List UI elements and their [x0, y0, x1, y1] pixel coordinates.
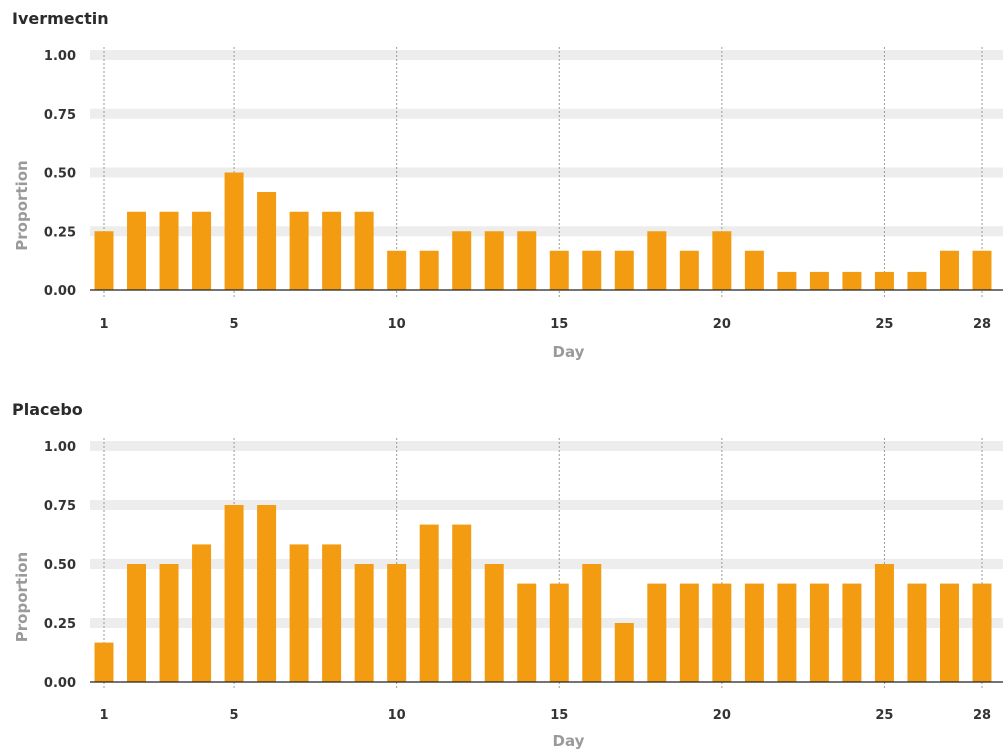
y-tick-label: 0.25 — [44, 225, 76, 240]
bar-day-28 — [972, 250, 992, 290]
bar-day-25 — [874, 564, 894, 682]
bar-day-12 — [452, 524, 472, 682]
bar-day-2 — [127, 564, 147, 682]
x-tick-label: 15 — [550, 317, 568, 332]
x-tick-label: 28 — [973, 317, 991, 332]
bar-day-23 — [809, 583, 829, 682]
gridline-0.50 — [90, 559, 1003, 569]
panel-title: Placebo — [12, 400, 83, 419]
gridline-0.75 — [90, 500, 1003, 510]
y-tick-label: 1.00 — [44, 49, 76, 64]
y-axis-label: Proportion — [13, 552, 31, 642]
bar-day-16 — [582, 564, 602, 682]
y-tick-label: 0.00 — [44, 284, 76, 299]
bar-day-27 — [939, 583, 959, 682]
bar-day-9 — [354, 211, 374, 290]
x-tick-label: 20 — [713, 708, 731, 723]
bar-day-24 — [842, 271, 862, 290]
gridline-0.25 — [90, 226, 1003, 237]
bar-day-8 — [322, 544, 342, 682]
bar-day-14 — [517, 231, 537, 290]
bar-day-27 — [939, 250, 959, 290]
gridline-0.25 — [90, 618, 1003, 628]
bar-day-20 — [712, 231, 732, 290]
bar-day-25 — [874, 271, 894, 290]
bar-day-17 — [614, 250, 634, 290]
bar-day-20 — [712, 583, 732, 682]
bar-day-26 — [907, 583, 927, 682]
x-tick-label: 10 — [388, 708, 406, 723]
y-tick-label: 0.75 — [44, 108, 76, 123]
bar-day-7 — [289, 211, 309, 290]
bar-day-11 — [419, 250, 439, 290]
bar-day-10 — [387, 564, 407, 682]
bar-day-3 — [159, 211, 179, 290]
x-tick-label: 5 — [230, 708, 239, 723]
y-tick-label: 0.75 — [44, 499, 76, 514]
bar-day-19 — [679, 250, 699, 290]
x-tick-label: 28 — [973, 708, 991, 723]
bar-day-12 — [452, 231, 472, 290]
x-tick-label: 25 — [875, 317, 893, 332]
bar-day-19 — [679, 583, 699, 682]
bar-day-13 — [484, 231, 504, 290]
x-tick-label: 25 — [875, 708, 893, 723]
bar-day-4 — [192, 544, 212, 682]
gridline-1.00 — [90, 441, 1003, 451]
bar-day-21 — [744, 583, 764, 682]
bar-day-6 — [257, 505, 277, 682]
bar-day-6 — [257, 192, 277, 290]
gridline-1.00 — [90, 50, 1003, 60]
y-tick-label: 0.50 — [44, 167, 76, 182]
x-axis-label: Day — [553, 732, 585, 750]
y-tick-label: 0.25 — [44, 617, 76, 632]
bar-day-8 — [322, 211, 342, 290]
x-tick-label: 5 — [230, 317, 239, 332]
x-tick-label: 20 — [713, 317, 731, 332]
bar-day-15 — [549, 583, 569, 682]
bar-day-7 — [289, 544, 309, 682]
bar-day-22 — [777, 583, 797, 682]
bar-day-22 — [777, 271, 797, 290]
x-axis-label: Day — [553, 343, 585, 361]
x-tick-label: 1 — [99, 317, 108, 332]
x-tick-label: 10 — [388, 317, 406, 332]
bar-day-5 — [224, 505, 244, 682]
y-tick-label: 0.50 — [44, 558, 76, 573]
bar-day-13 — [484, 564, 504, 682]
bar-day-23 — [809, 271, 829, 290]
bar-day-17 — [614, 623, 634, 682]
gridline-0.75 — [90, 108, 1003, 119]
bar-day-11 — [419, 524, 439, 682]
bar-day-16 — [582, 250, 602, 290]
bar-day-4 — [192, 211, 212, 290]
bar-day-28 — [972, 583, 992, 682]
bar-day-26 — [907, 271, 927, 290]
y-axis-label: Proportion — [13, 160, 31, 250]
bar-day-15 — [549, 250, 569, 290]
gridline-0.50 — [90, 167, 1003, 178]
bar-day-10 — [387, 250, 407, 290]
panel-title: Ivermectin — [12, 9, 109, 28]
bar-day-18 — [647, 231, 667, 290]
bar-day-21 — [744, 250, 764, 290]
bar-day-18 — [647, 583, 667, 682]
bar-day-24 — [842, 583, 862, 682]
bar-day-1 — [94, 642, 114, 682]
bar-day-9 — [354, 564, 374, 682]
bar-day-1 — [94, 231, 114, 290]
bar-day-14 — [517, 583, 537, 682]
x-tick-label: 1 — [99, 708, 108, 723]
y-tick-label: 0.00 — [44, 676, 76, 691]
bar-day-3 — [159, 564, 179, 682]
bar-day-2 — [127, 211, 147, 290]
x-tick-label: 15 — [550, 708, 568, 723]
bar-day-5 — [224, 172, 244, 290]
y-tick-label: 1.00 — [44, 440, 76, 455]
